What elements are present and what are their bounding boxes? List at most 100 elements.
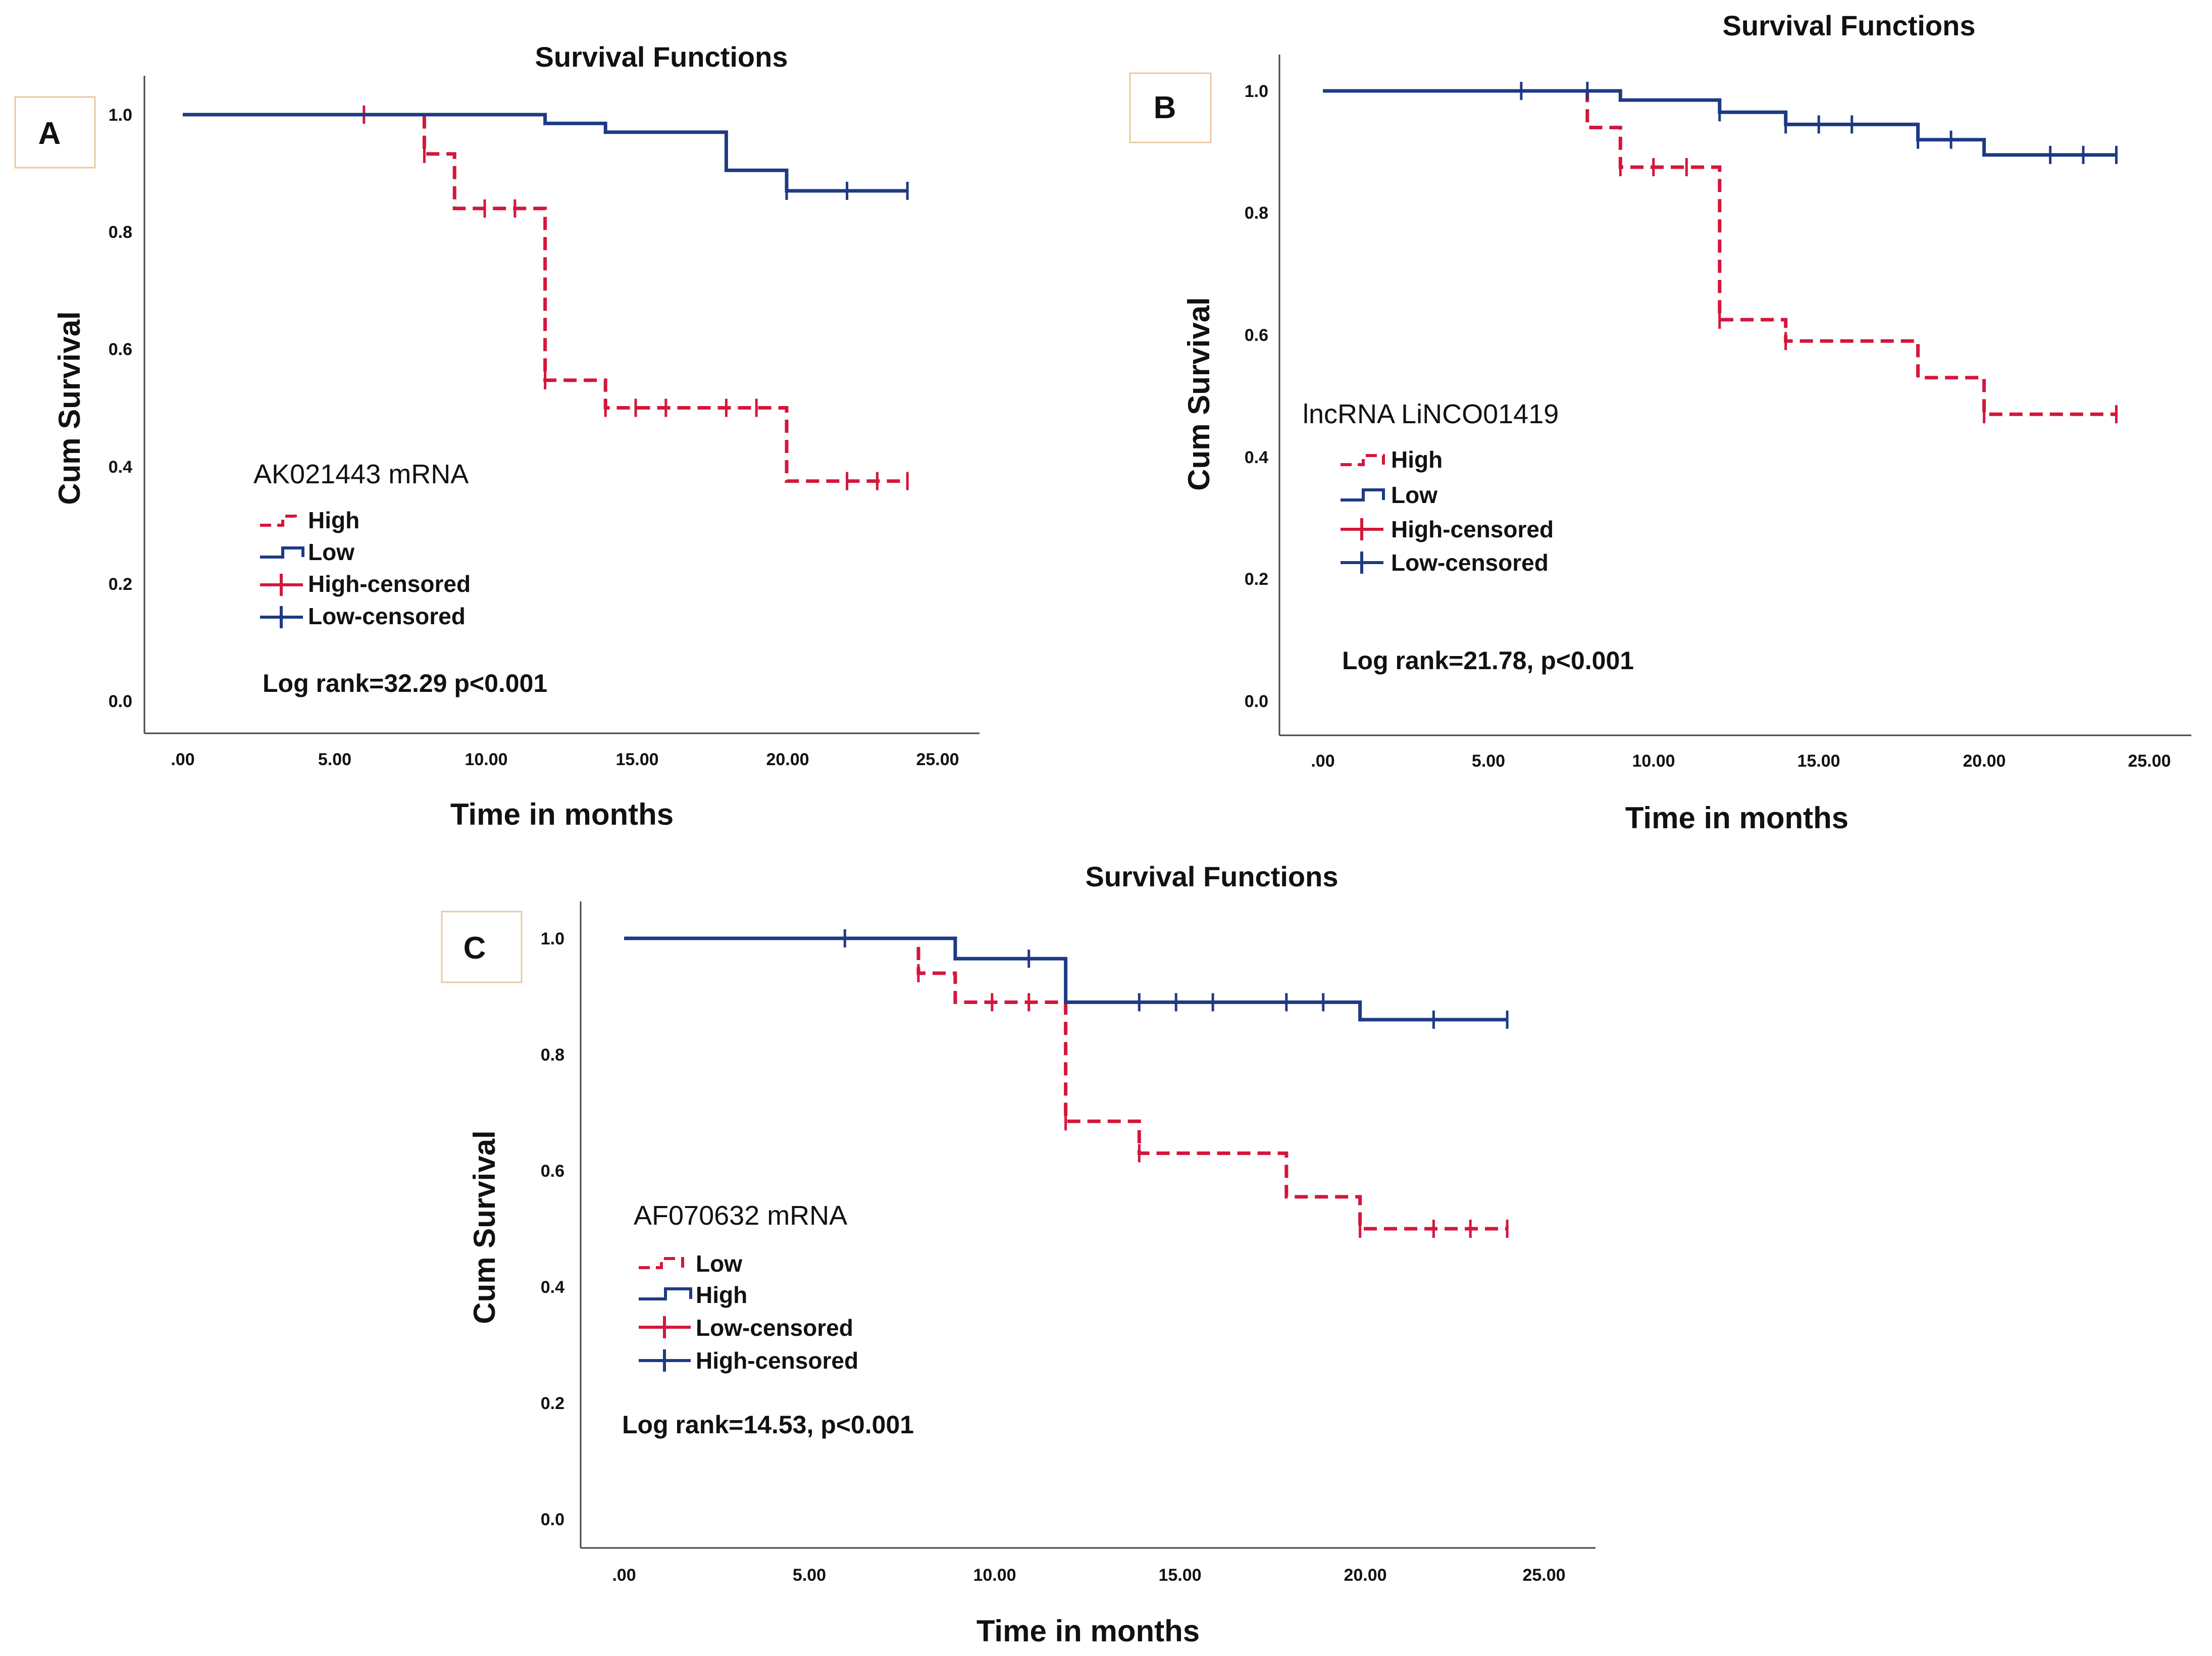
legend-label: High-censored: [308, 571, 471, 597]
panel-b-x-tick: 25.00: [2128, 751, 2171, 771]
survival-curve-low: [183, 113, 908, 193]
panel-a-x-tick: 20.00: [766, 750, 809, 769]
survival-curve-low: [1323, 89, 2117, 157]
legend-high-censored-swatch: [1341, 518, 1383, 540]
panel-b-x-tick: 5.00: [1472, 751, 1505, 771]
legend-high-censored-swatch: [639, 1349, 691, 1372]
panel-c-y-axis-label: Cum Survival: [468, 1130, 501, 1324]
panel-a-y-tick: 0.8: [109, 223, 132, 242]
panel-a-annotation: AK021443 mRNA: [253, 459, 469, 489]
legend-label: High: [1391, 446, 1443, 473]
panel-b-x-tick: .00: [1311, 751, 1334, 771]
panel-a-letter: A: [38, 116, 61, 151]
panel-a-y-axis-label: Cum Survival: [53, 311, 86, 505]
panel-b-x-tick: 15.00: [1797, 751, 1840, 771]
panel-a-y-tick: 0.6: [109, 340, 132, 359]
legend-high-swatch: [639, 1287, 692, 1300]
panel-b-y-tick: 0.6: [1245, 326, 1268, 345]
panel-c-legend: Low High Low-censored High-censored: [639, 1250, 858, 1374]
panel-c-letter: C: [464, 931, 486, 966]
panel-b-y-tick: 1.0: [1245, 82, 1268, 101]
panel-c-y-tick-labels: 0.0 0.2 0.4 0.6 0.8 1.0: [541, 929, 564, 1529]
legend-label: Low: [696, 1250, 742, 1277]
panel-c-x-tick: .00: [612, 1566, 636, 1585]
panel-b-x-tick-labels: .00 5.00 10.00 15.00 20.00 25.00: [1311, 751, 2171, 771]
panel-c-x-tick: 25.00: [1522, 1566, 1565, 1585]
panel-a-y-tick: 1.0: [109, 106, 132, 125]
panel-b-y-tick: 0.8: [1245, 204, 1268, 223]
panel-c-log-rank: Log rank=14.53, p<0.001: [622, 1411, 914, 1439]
survival-curve-low: [624, 936, 1508, 1231]
legend-label: Low-censored: [308, 603, 466, 629]
panel-a-badge: [14, 96, 96, 169]
panel-c-x-tick: 5.00: [793, 1566, 826, 1585]
panel-c-y-tick: 0.2: [541, 1394, 564, 1413]
panel-a-x-axis-label: Time in months: [450, 797, 674, 831]
legend-low-censored-swatch: [639, 1316, 691, 1338]
panel-b: Survival Functions B 0.0 0.2 0.4 0.6 0.8…: [1129, 10, 2191, 835]
panel-a-x-tick: 15.00: [615, 750, 658, 769]
legend-low-swatch: [639, 1257, 684, 1269]
panel-b-x-tick: 10.00: [1632, 751, 1675, 771]
panel-a: Survival Functions A 0.0 0.2 0.4 0.6 0.8…: [14, 41, 980, 831]
legend-label: High: [308, 507, 359, 533]
panel-b-badge: [1129, 72, 1212, 143]
panel-b-y-tick: 0.0: [1245, 692, 1268, 711]
panel-b-annotation: lncRNA LiNCO01419: [1303, 399, 1559, 429]
panel-c-annotation: AF070632 mRNA: [634, 1200, 847, 1231]
panel-c-y-tick: 0.6: [541, 1162, 564, 1181]
legend-low-censored-swatch: [260, 606, 303, 628]
legend-label: Low-censored: [1391, 549, 1549, 576]
legend-high-censored-swatch: [260, 574, 303, 596]
legend-low-censored-swatch: [1341, 551, 1383, 574]
panel-a-plot: [183, 106, 909, 490]
panel-a-y-tick: 0.0: [109, 692, 132, 711]
panel-c-x-axis-label: Time in months: [976, 1614, 1200, 1648]
panel-a-y-tick: 0.4: [109, 458, 132, 477]
panel-a-y-tick-labels: 0.0 0.2 0.4 0.6 0.8 1.0: [109, 106, 132, 711]
panel-b-log-rank: Log rank=21.78, p<0.001: [1342, 646, 1634, 675]
panel-c-x-tick-labels: .00 5.00 10.00 15.00 20.00 25.00: [612, 1566, 1565, 1585]
panel-b-y-tick: 0.4: [1245, 448, 1268, 467]
panel-c: Survival Functions C 0.0 0.2 0.4 0.6 0.8…: [441, 861, 1596, 1648]
survival-curve-high: [1323, 89, 2117, 416]
legend-label: Low: [1391, 482, 1437, 508]
panel-a-x-tick: 5.00: [318, 750, 351, 769]
panel-a-y-tick: 0.2: [109, 575, 132, 594]
panel-c-y-tick: 0.0: [541, 1510, 564, 1529]
panel-c-y-tick: 0.8: [541, 1045, 564, 1065]
panel-c-x-tick: 20.00: [1344, 1566, 1386, 1585]
legend-label: Low: [308, 539, 354, 565]
panel-a-x-tick: 25.00: [916, 750, 959, 769]
legend-high-swatch: [260, 515, 297, 527]
panel-b-y-axis-label: Cum Survival: [1182, 297, 1216, 490]
panel-c-x-tick: 15.00: [1158, 1566, 1201, 1585]
panel-c-x-tick: 10.00: [973, 1566, 1016, 1585]
panel-a-title: Survival Functions: [535, 41, 788, 73]
panel-c-y-tick: 0.4: [541, 1278, 564, 1297]
panel-c-plot: [624, 929, 1509, 1238]
panel-a-x-tick-labels: .00 5.00 10.00 15.00 20.00 25.00: [171, 750, 959, 769]
legend-label: High-censored: [1391, 516, 1554, 542]
legend-low-swatch: [260, 546, 304, 559]
panel-b-legend: High Low High-censored Low-censored: [1341, 446, 1554, 576]
panel-a-legend: High Low High-censored Low-censored: [260, 507, 471, 629]
survival-curve-high: [624, 936, 1508, 1022]
panel-b-y-tick-labels: 0.0 0.2 0.4 0.6 0.8 1.0: [1245, 82, 1268, 711]
panel-a-x-tick: .00: [171, 750, 194, 769]
legend-low-swatch: [1341, 488, 1385, 501]
panel-b-x-tick: 20.00: [1963, 751, 2005, 771]
panel-c-badge: [441, 911, 523, 983]
panel-b-y-tick: 0.2: [1245, 570, 1268, 589]
panel-a-log-rank: Log rank=32.29 p<0.001: [263, 669, 547, 697]
legend-high-swatch: [1341, 454, 1385, 466]
panel-b-letter: B: [1154, 90, 1176, 125]
panel-c-y-tick: 1.0: [541, 929, 564, 948]
legend-label: Low-censored: [696, 1315, 853, 1341]
legend-label: High-censored: [696, 1347, 858, 1374]
legend-label: High: [696, 1282, 747, 1308]
panel-b-x-axis-label: Time in months: [1625, 801, 1848, 835]
panel-b-title: Survival Functions: [1723, 10, 1976, 41]
panel-b-plot: [1323, 82, 2118, 424]
